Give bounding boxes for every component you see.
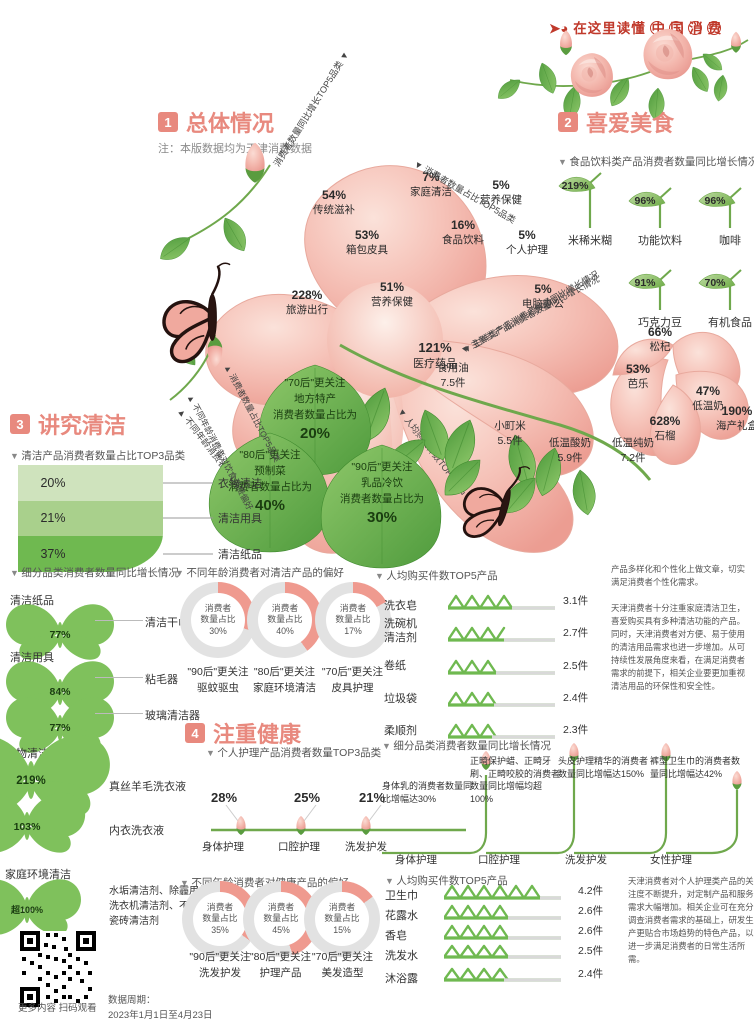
svg-text:103%: 103% <box>14 821 42 833</box>
svg-text:219%: 219% <box>16 775 45 787</box>
svg-text:96%: 96% <box>634 195 656 207</box>
svg-text:96%: 96% <box>704 195 726 207</box>
svg-text:28%: 28% <box>211 790 237 805</box>
svg-text:70%: 70% <box>704 277 726 289</box>
svg-text:219%: 219% <box>562 180 590 192</box>
svg-text:衣物清洁: 衣物清洁 <box>218 476 262 490</box>
svg-text:77%: 77% <box>49 722 71 734</box>
svg-text:25%: 25% <box>294 790 320 805</box>
svg-text:清洁用具: 清洁用具 <box>218 512 262 525</box>
svg-text:91%: 91% <box>634 277 656 289</box>
svg-text:77%: 77% <box>49 629 71 641</box>
svg-text:37%: 37% <box>40 547 65 561</box>
svg-text:84%: 84% <box>49 686 71 698</box>
svg-text:21%: 21% <box>40 511 65 525</box>
svg-text:清洁纸品: 清洁纸品 <box>218 548 262 561</box>
svg-text:20%: 20% <box>40 476 65 490</box>
svg-text:超100%: 超100% <box>10 904 43 915</box>
